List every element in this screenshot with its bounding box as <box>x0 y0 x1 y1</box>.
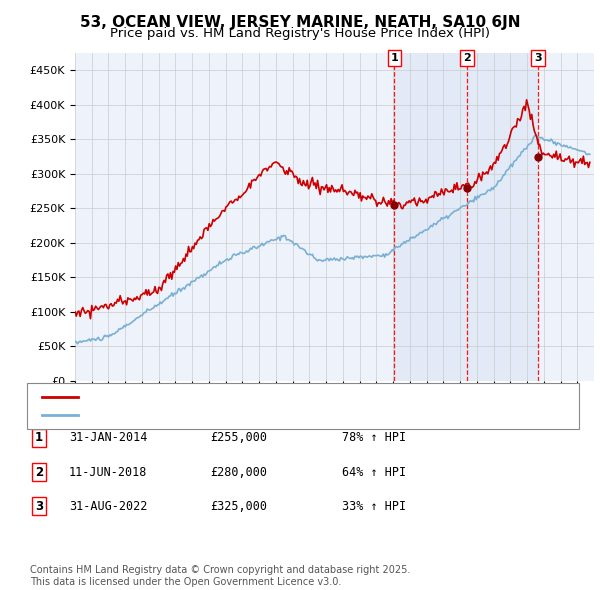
Text: 64% ↑ HPI: 64% ↑ HPI <box>342 466 406 478</box>
Bar <box>394 53 538 381</box>
Text: Contains HM Land Registry data © Crown copyright and database right 2025.
This d: Contains HM Land Registry data © Crown c… <box>30 565 410 587</box>
Text: HPI: Average price, detached house, Neath Port Talbot: HPI: Average price, detached house, Neat… <box>84 409 386 419</box>
Text: 11-JUN-2018: 11-JUN-2018 <box>69 466 148 478</box>
Text: 53, OCEAN VIEW, JERSEY MARINE, NEATH, SA10 6JN (detached house): 53, OCEAN VIEW, JERSEY MARINE, NEATH, SA… <box>84 392 474 402</box>
Text: 33% ↑ HPI: 33% ↑ HPI <box>342 500 406 513</box>
Text: £280,000: £280,000 <box>210 466 267 478</box>
Text: 3: 3 <box>535 53 542 63</box>
Text: 31-JAN-2014: 31-JAN-2014 <box>69 431 148 444</box>
Text: £255,000: £255,000 <box>210 431 267 444</box>
Text: 1: 1 <box>35 431 43 444</box>
Text: 3: 3 <box>35 500 43 513</box>
Text: 2: 2 <box>464 53 472 63</box>
Text: 31-AUG-2022: 31-AUG-2022 <box>69 500 148 513</box>
Text: 78% ↑ HPI: 78% ↑ HPI <box>342 431 406 444</box>
Text: £325,000: £325,000 <box>210 500 267 513</box>
Text: Price paid vs. HM Land Registry's House Price Index (HPI): Price paid vs. HM Land Registry's House … <box>110 27 490 40</box>
Text: 2: 2 <box>35 466 43 478</box>
Text: 1: 1 <box>391 53 398 63</box>
Text: 53, OCEAN VIEW, JERSEY MARINE, NEATH, SA10 6JN: 53, OCEAN VIEW, JERSEY MARINE, NEATH, SA… <box>80 15 520 30</box>
